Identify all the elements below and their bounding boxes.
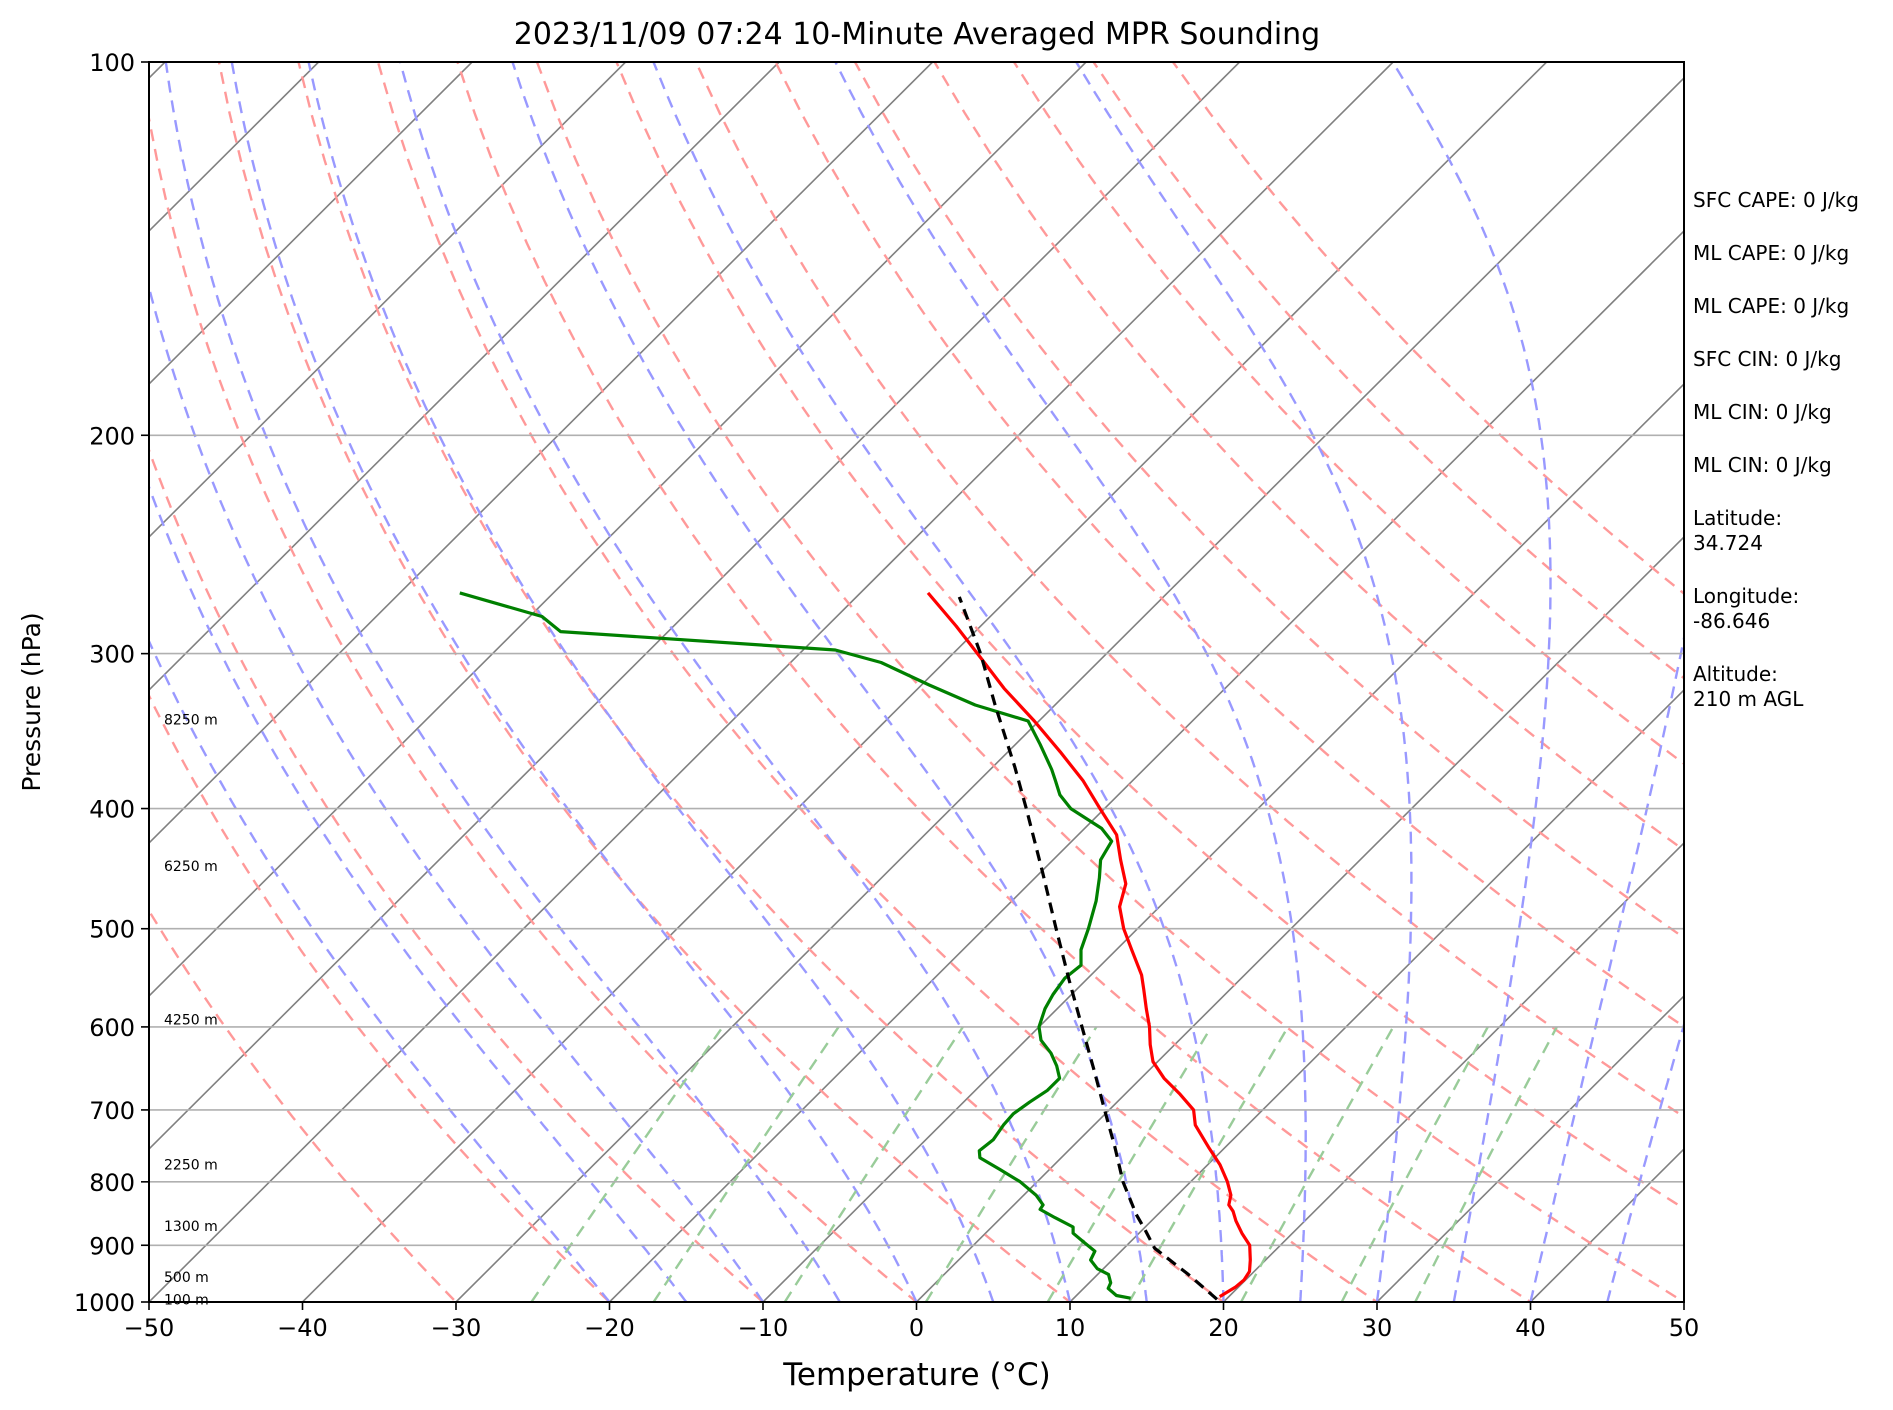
info-item: SFC CIN: 0 J/kg — [1693, 347, 1888, 372]
info-item: ML CAPE: 0 J/kg — [1693, 294, 1888, 319]
height-label: 1300 m — [164, 1219, 218, 1235]
isotherm-line — [610, 62, 1854, 1302]
x-tick-label: −30 — [431, 1314, 482, 1342]
x-tick-label: −10 — [738, 1314, 789, 1342]
sounding-info-panel: SFC CAPE: 0 J/kg ML CAPE: 0 J/kg ML CAPE: … — [1693, 188, 1888, 740]
x-tick-label: 40 — [1515, 1314, 1546, 1342]
info-item: ML CIN: 0 J/kg — [1693, 400, 1888, 425]
info-item: SFC CAPE: 0 J/kg — [1693, 188, 1888, 213]
x-tick-label: −50 — [124, 1314, 175, 1342]
info-item: ML CAPE: 0 J/kg — [1693, 241, 1888, 266]
info-item: Longitude: -86.646 — [1693, 584, 1888, 634]
x-tick-label: 50 — [1669, 1314, 1700, 1342]
x-tick-label: 0 — [909, 1314, 924, 1342]
x-tick-label: −20 — [584, 1314, 635, 1342]
dry-adiabat-line — [0, 62, 638, 1328]
y-tick-label: 400 — [89, 796, 135, 824]
isotherm-line — [456, 62, 1700, 1302]
y-tick-label: 800 — [89, 1169, 135, 1197]
dry-adiabat-line — [537, 62, 1727, 1328]
moist-adiabat-line — [513, 62, 1147, 1302]
moist-adiabat-line — [1393, 62, 1551, 1302]
info-item: Latitude: 34.724 — [1693, 506, 1888, 556]
moist-adiabat-line — [108, 62, 764, 1302]
isotherm-line — [0, 62, 12, 1302]
moist-adiabat-line — [654, 62, 1224, 1302]
temperature-line — [928, 593, 1250, 1297]
moist-adiabat-line — [1076, 62, 1411, 1302]
height-label: 8250 m — [164, 712, 218, 728]
y-tick-label: 100 — [89, 49, 135, 77]
x-axis-label: Temperature (°C) — [782, 1357, 1051, 1393]
chart-title: 2023/11/09 07:24 10-Minute Averaged MPR … — [514, 17, 1320, 52]
y-tick-label: 300 — [89, 641, 135, 669]
isotherm-line — [149, 62, 1393, 1302]
height-label: 6250 m — [164, 859, 218, 875]
y-axis-label: Pressure (hPa) — [17, 612, 46, 791]
height-label: 4250 m — [164, 1013, 218, 1029]
dry-adiabat-line — [60, 62, 793, 1328]
y-tick-label: 500 — [89, 916, 135, 944]
mixing-ratio-line — [1415, 1027, 1557, 1302]
dewpoint-line — [460, 593, 1131, 1298]
isotherm-line — [0, 62, 319, 1302]
info-item: Altitude: 210 m AGL — [1693, 662, 1888, 712]
moist-adiabat-line — [400, 62, 1070, 1302]
y-tick-label: 1000 — [74, 1289, 135, 1317]
moist-adiabat-line — [309, 62, 994, 1302]
y-tick-label: 600 — [89, 1014, 135, 1042]
x-tick-label: −40 — [277, 1314, 328, 1342]
y-tick-label: 700 — [89, 1097, 135, 1125]
mixing-ratio-line — [531, 1027, 722, 1302]
isotherm-line — [0, 62, 1240, 1302]
height-label: 2250 m — [164, 1158, 218, 1174]
info-item: ML CIN: 0 J/kg — [1693, 453, 1888, 478]
reference-lines — [0, 62, 1893, 1328]
y-tick-label: 200 — [89, 422, 135, 450]
x-tick-label: 30 — [1362, 1314, 1393, 1342]
y-tick-label: 900 — [89, 1232, 135, 1260]
x-tick-label: 10 — [1055, 1314, 1086, 1342]
height-label: 100 m — [164, 1292, 209, 1308]
dry-adiabat-line — [0, 62, 482, 1328]
x-tick-label: 20 — [1208, 1314, 1239, 1342]
height-label: 500 m — [164, 1270, 209, 1286]
